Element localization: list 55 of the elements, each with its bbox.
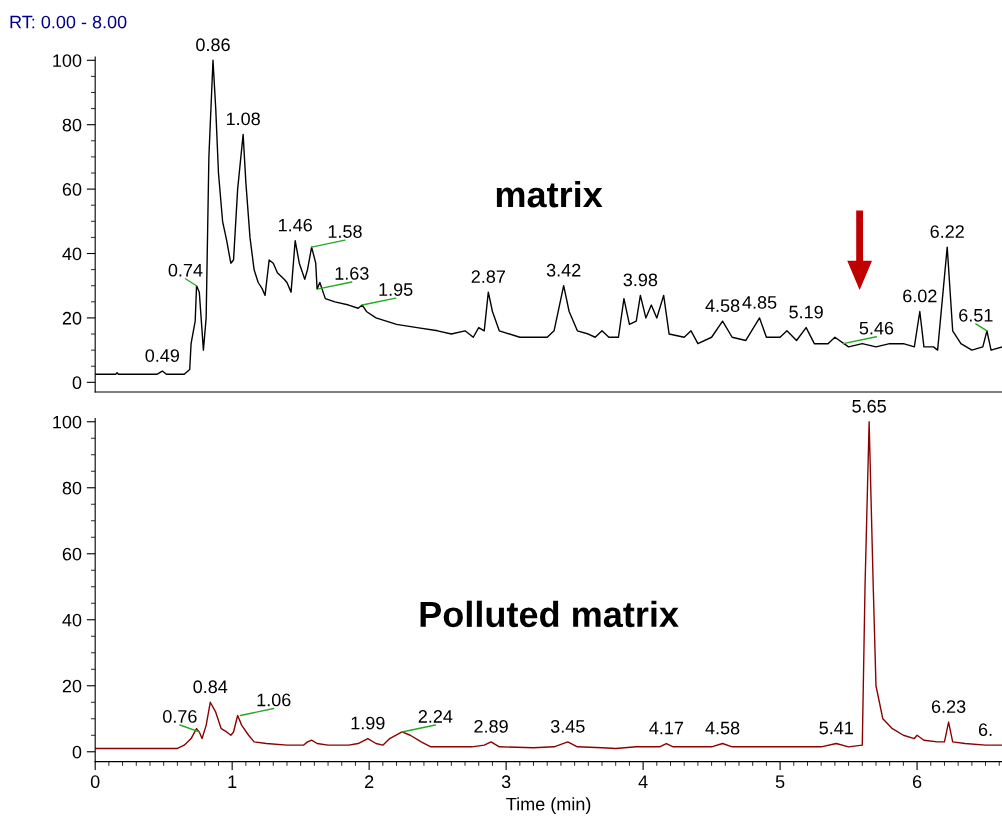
annotation: 4.17 [649, 721, 684, 735]
y-tick-label: 40 [62, 613, 82, 627]
annotation: Polluted matrix [420, 600, 679, 628]
annotation: 2.24 [418, 710, 453, 723]
y-tick-label: 0 [72, 745, 82, 759]
annotation: 0.49 [145, 349, 180, 362]
annotation: 0.76 [162, 710, 197, 723]
annotation: 5.65 [852, 399, 886, 413]
annotation: 6.23 [931, 700, 966, 713]
chart-title: RT: 0.00 - 8.00 [10, 15, 127, 29]
annotation: 2.87 [471, 270, 505, 284]
annotation: 1.95 [379, 283, 413, 296]
annotation: 3.45 [550, 719, 585, 733]
annotation: 5.46 [859, 321, 894, 335]
x-tick-label: 4 [638, 775, 648, 788]
annotation: 2.89 [474, 719, 508, 733]
x-axis-title: Time (min) [506, 797, 591, 815]
y-tick-label: 20 [62, 311, 82, 325]
y-tick-label: 100 [53, 415, 82, 429]
y-tick-label: 40 [62, 247, 82, 261]
annotation: 0.86 [196, 38, 230, 52]
y-tick-label: 60 [62, 547, 82, 561]
annotation: 0.84 [193, 680, 228, 694]
annotation: 1.63 [335, 267, 369, 280]
annotation: 3.42 [546, 263, 581, 277]
annotation: 4.58 [705, 299, 740, 313]
y-tick-label: 80 [62, 481, 82, 495]
x-tick-label: 0 [90, 775, 100, 789]
y-tick-label: 100 [53, 54, 82, 67]
annotation: matrix [496, 180, 603, 208]
annotation: 1.08 [226, 112, 260, 126]
x-tick-label: 6 [912, 775, 922, 789]
x-tick-label: 2 [365, 775, 374, 788]
annotation: 3.98 [623, 273, 658, 287]
annotation: 1.06 [257, 693, 291, 707]
x-tick-label: 1 [228, 775, 237, 788]
x-tick-label: 3 [501, 775, 511, 789]
annotation: 4.58 [705, 721, 740, 735]
annotation: 5.19 [789, 305, 823, 319]
annotation: 1.58 [328, 225, 362, 238]
y-tick-label: 20 [62, 679, 82, 693]
y-tick-label: 0 [72, 376, 82, 390]
annotation: 0.74 [168, 263, 203, 277]
y-tick-label: 80 [62, 118, 82, 132]
annotation: 5.41 [819, 721, 853, 735]
annotation: 4.85 [742, 296, 777, 309]
annotation: 1.99 [351, 716, 385, 730]
annotation: 1.46 [278, 218, 312, 232]
y-tick-label: 60 [62, 183, 82, 196]
annotation: 6. [978, 723, 992, 737]
annotation: 6.22 [930, 225, 964, 238]
annotation: 6.51 [959, 308, 993, 322]
line-series [95, 421, 1002, 750]
x-tick-label: 5 [775, 775, 785, 789]
annotation: 6.02 [903, 289, 937, 303]
